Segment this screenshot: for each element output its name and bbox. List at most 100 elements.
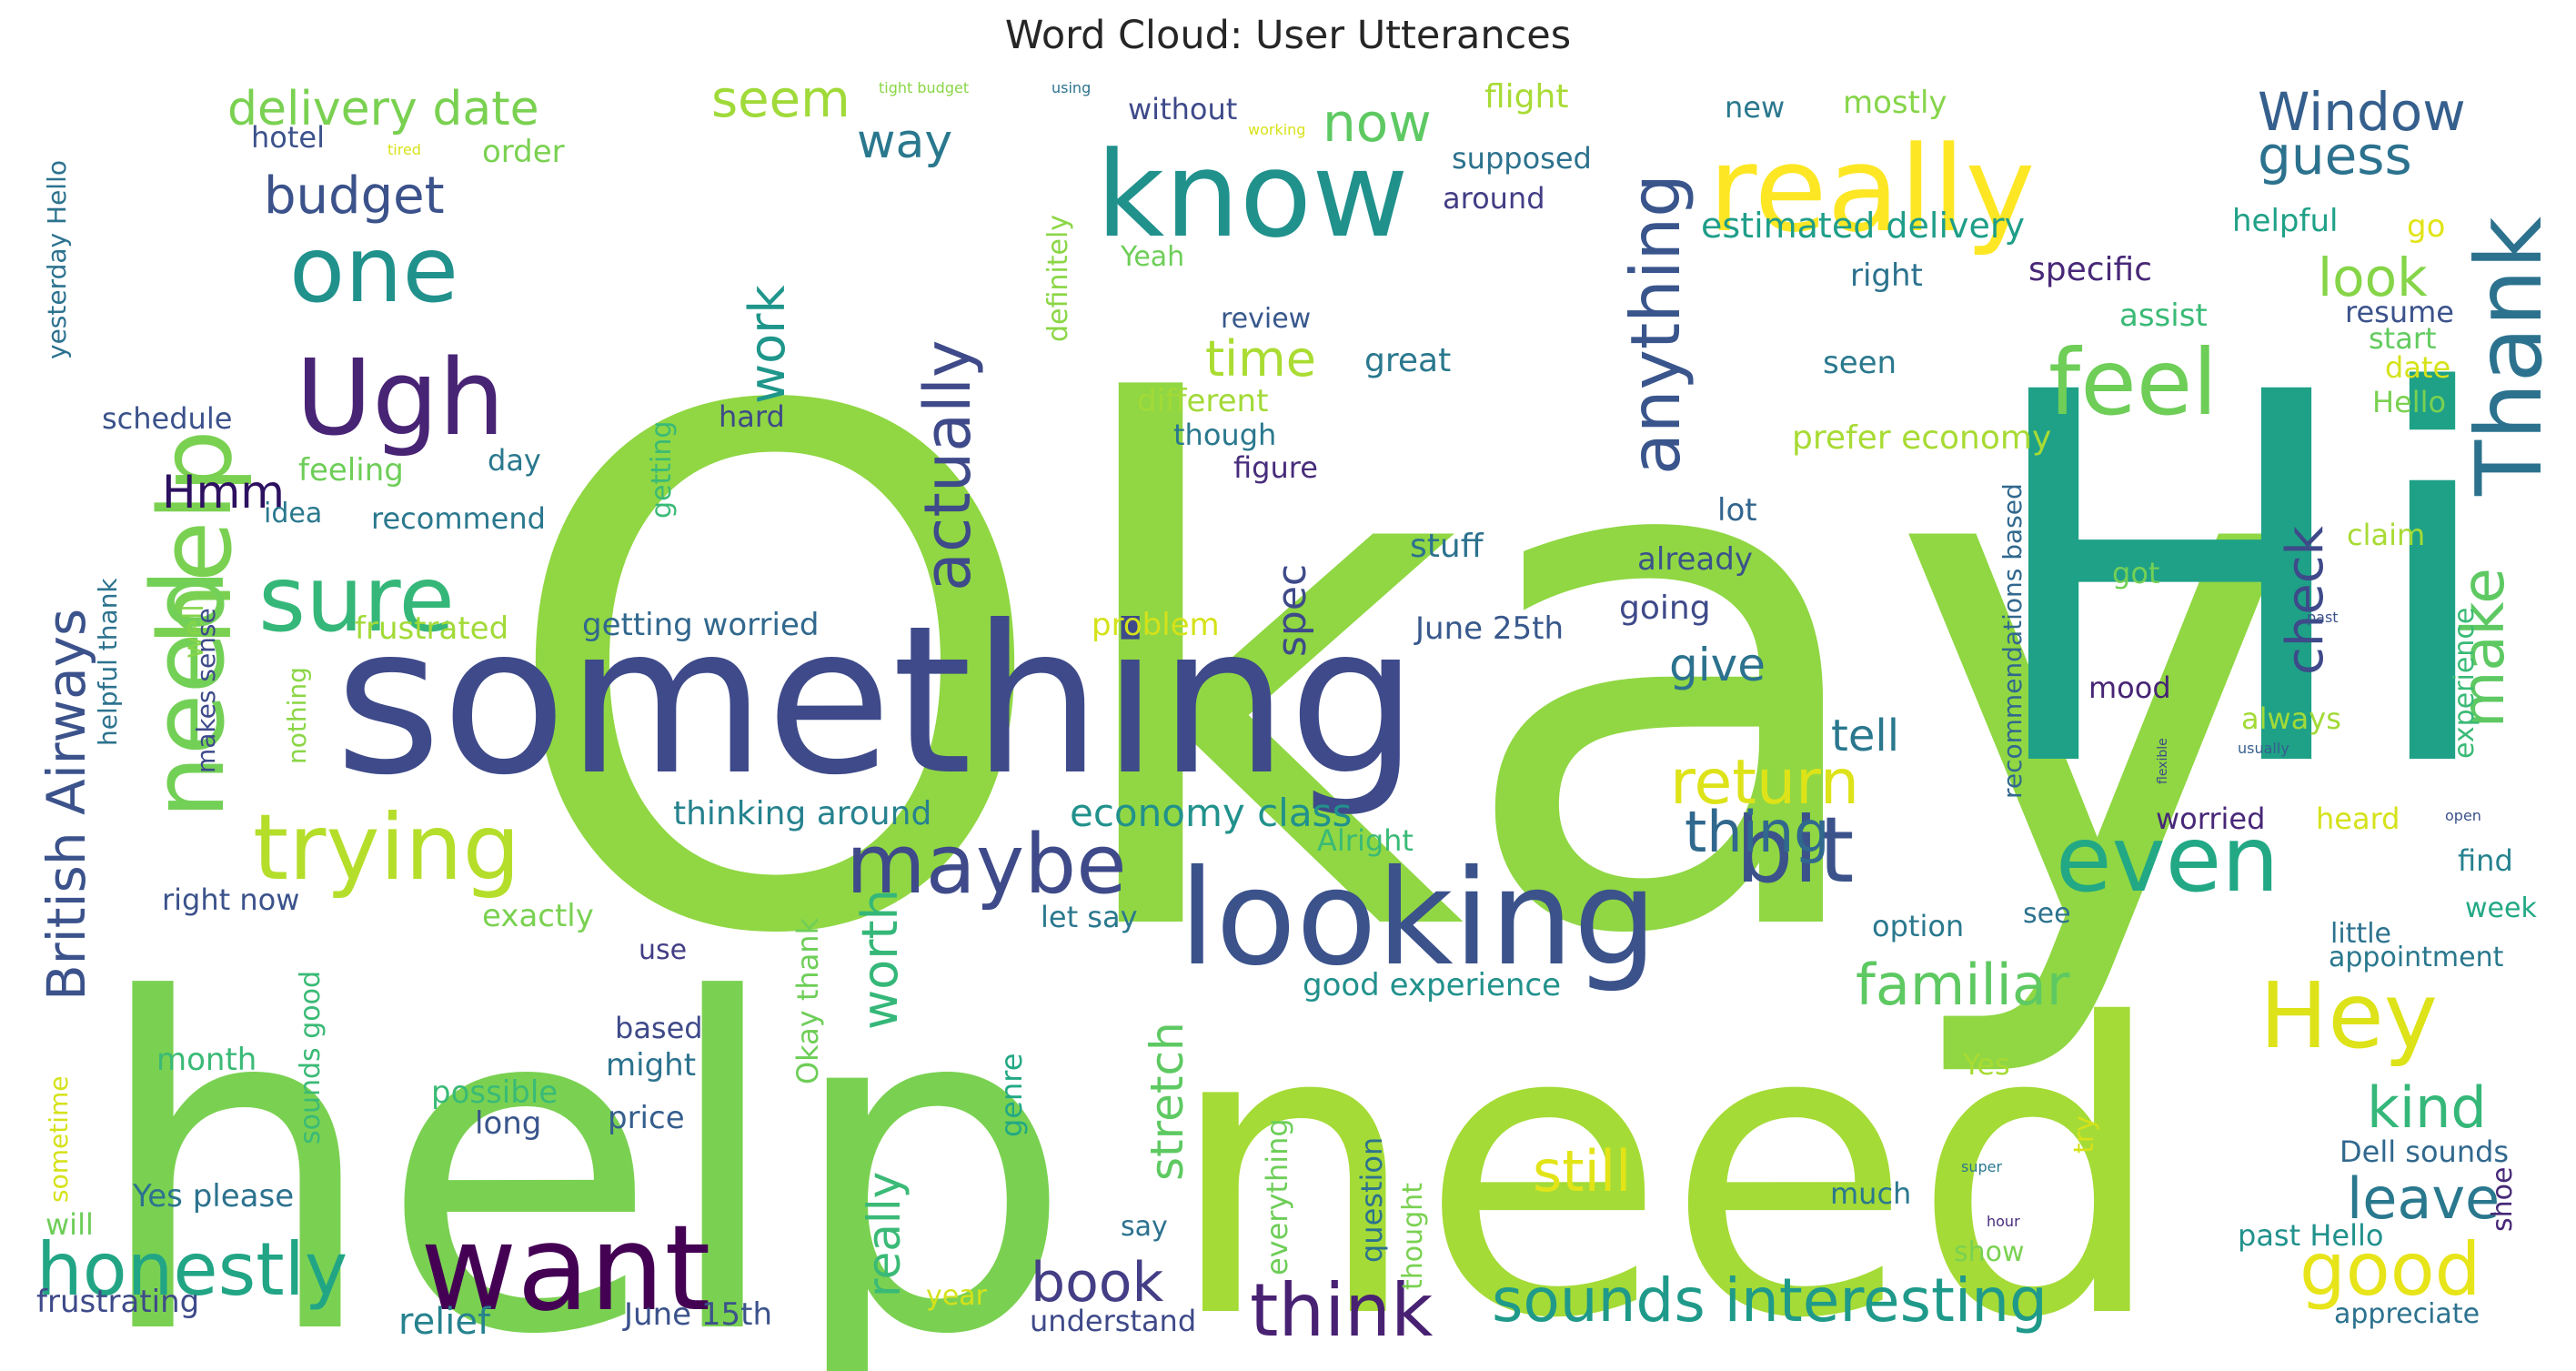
cloud-word: frustrated — [355, 610, 509, 648]
cloud-word: experience — [2449, 607, 2481, 759]
cloud-word: June 15th — [624, 1296, 772, 1334]
cloud-word: understand — [1030, 1304, 1197, 1339]
cloud-word: getting worried — [582, 607, 820, 644]
cloud-word: open — [2445, 807, 2481, 825]
cloud-word: recommendations based — [1997, 483, 2028, 799]
cloud-word: possible — [431, 1074, 558, 1112]
cloud-word: leave — [2347, 1165, 2501, 1233]
cloud-word: sure — [258, 546, 455, 652]
cloud-word: lot — [1717, 492, 1757, 529]
cloud-word: claim — [2347, 518, 2426, 553]
cloud-word: sounds interesting — [1492, 1265, 2048, 1336]
cloud-word: flight — [1484, 77, 1569, 116]
cloud-word: good experience — [1303, 967, 1562, 1004]
cloud-word: maybe — [846, 817, 1127, 913]
cloud-word: help — [91, 904, 1074, 1371]
cloud-word: day — [488, 443, 541, 479]
cloud-word: nothing — [281, 667, 312, 764]
cloud-word: order — [482, 134, 565, 171]
cloud-word: yesterday Hello — [41, 160, 72, 359]
cloud-word: great — [1364, 341, 1452, 379]
cloud-word: month — [156, 1042, 257, 1079]
cloud-word: though — [1173, 418, 1277, 453]
cloud-word: familiar — [1856, 952, 2070, 1019]
cloud-word: work — [738, 285, 796, 404]
cloud-word: shoe — [2487, 1166, 2520, 1232]
cloud-word: date — [2385, 350, 2451, 386]
cloud-word: return — [1670, 746, 1859, 819]
cloud-word: kind — [2367, 1074, 2487, 1142]
cloud-word: Window — [2258, 81, 2466, 144]
cloud-word: thought — [1397, 1183, 1430, 1290]
cloud-word: working — [1248, 121, 1306, 139]
cloud-word: question — [1353, 1136, 1389, 1263]
cloud-word: budget — [264, 166, 445, 226]
cloud-word: figure — [1233, 450, 1318, 486]
cloud-word: bit — [1736, 797, 1855, 903]
cloud-word: feel — [2048, 329, 2219, 436]
cloud-word: assist — [2119, 297, 2208, 335]
cloud-word: worried — [2156, 801, 2266, 837]
cloud-word: definitely — [1042, 214, 1075, 342]
cloud-word: now — [1323, 92, 1432, 155]
cloud-word: honestly — [36, 1226, 348, 1312]
cloud-word: past Hello — [2238, 1218, 2384, 1254]
cloud-word: let say — [1041, 900, 1138, 935]
cloud-word: price — [608, 1100, 685, 1137]
cloud-word: Yes — [1963, 1047, 2010, 1083]
cloud-word: mostly — [1843, 85, 1947, 122]
cloud-word: start — [2369, 321, 2437, 357]
cloud-word: Okay thank — [790, 917, 825, 1084]
cloud-word: feeling — [298, 452, 404, 489]
cloud-word: year — [926, 1280, 987, 1313]
cloud-word: always — [2241, 701, 2341, 737]
cloud-word: around — [1443, 181, 1545, 217]
cloud-word: flexible — [2156, 738, 2171, 784]
cloud-word: stretch — [1141, 1022, 1193, 1181]
cloud-word: Okay — [496, 262, 2308, 1089]
cloud-word: book — [1031, 1251, 1164, 1316]
cloud-word: makes sense — [190, 608, 221, 773]
cloud-word: go — [2407, 208, 2446, 246]
cloud-word: June 25th — [1415, 610, 1564, 648]
cloud-word: need — [1166, 939, 2167, 1371]
cloud-word: Yeah — [1121, 241, 1185, 274]
cloud-word: different — [1137, 383, 1269, 420]
cloud-word: try — [2068, 1115, 2101, 1154]
cloud-word: problem — [1092, 607, 1220, 644]
cloud-word: review — [1221, 303, 1312, 336]
cloud-word: heard — [2316, 801, 2400, 837]
cloud-word: tell — [1831, 711, 1900, 762]
cloud-word: actually — [910, 339, 985, 591]
cloud-word: specific — [2028, 250, 2153, 288]
cloud-word: already — [1637, 541, 1753, 579]
cloud-word: stuff — [1410, 527, 1484, 565]
cloud-word: supposed — [1452, 141, 1592, 176]
cloud-word: show — [1954, 1236, 2025, 1269]
cloud-word: genre — [993, 1053, 1029, 1137]
cloud-word: week — [2465, 892, 2537, 925]
cloud-word: want — [420, 1199, 711, 1338]
cloud-word: worth — [850, 889, 909, 1030]
cloud-word: appreciate — [2334, 1298, 2480, 1331]
cloud-word: sometime — [43, 1075, 74, 1203]
cloud-word: helpful thank — [92, 578, 123, 746]
cloud-word: exactly — [482, 898, 594, 935]
cloud-word: might — [606, 1047, 697, 1084]
cloud-word: still — [1533, 1138, 1632, 1205]
cloud-word: super — [1961, 1158, 2003, 1176]
cloud-word: spec — [1268, 563, 1315, 657]
cloud-word: little — [2330, 918, 2391, 951]
cloud-word: right now — [162, 882, 300, 918]
cloud-word: looking — [1179, 842, 1657, 996]
cloud-word: trying — [253, 794, 521, 901]
cloud-word: tight budget — [879, 79, 970, 97]
cloud-word: Alright — [1317, 823, 1414, 859]
cloud-word: resume — [2345, 295, 2454, 330]
cloud-word: hard — [719, 399, 785, 435]
cloud-word: option — [1872, 909, 1965, 944]
cloud-word: check — [2276, 526, 2336, 675]
cloud-word: without — [1128, 92, 1238, 127]
cloud-word: getting — [646, 420, 679, 519]
